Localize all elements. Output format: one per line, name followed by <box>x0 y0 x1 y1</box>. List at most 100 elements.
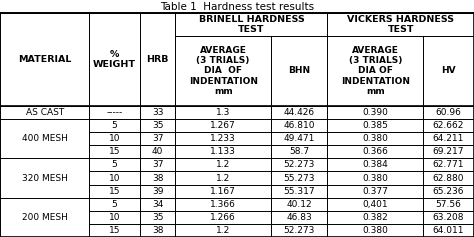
Text: HRB: HRB <box>146 55 169 64</box>
Bar <box>423 211 474 224</box>
Text: 0.366: 0.366 <box>362 147 388 156</box>
Text: 10: 10 <box>109 173 120 182</box>
Bar <box>175 119 271 132</box>
Bar <box>423 36 474 106</box>
Bar <box>423 145 474 158</box>
Text: 52.273: 52.273 <box>283 226 315 235</box>
Text: MATERIAL: MATERIAL <box>18 55 71 64</box>
Text: 34: 34 <box>152 200 163 209</box>
Bar <box>175 185 271 198</box>
Bar <box>89 132 140 145</box>
Bar <box>140 198 175 211</box>
Bar <box>175 172 271 185</box>
Bar <box>328 158 423 172</box>
Bar <box>271 132 328 145</box>
Text: 1.267: 1.267 <box>210 121 236 130</box>
Text: 44.426: 44.426 <box>283 108 315 117</box>
Bar <box>328 224 423 237</box>
Bar <box>175 13 328 36</box>
Bar <box>175 211 271 224</box>
Text: 0.390: 0.390 <box>362 108 388 117</box>
Text: AS CAST: AS CAST <box>26 108 64 117</box>
Text: 52.273: 52.273 <box>283 160 315 169</box>
Text: 1.2: 1.2 <box>216 226 230 235</box>
Text: 0.384: 0.384 <box>362 160 388 169</box>
Bar <box>89 185 140 198</box>
Text: 62.880: 62.880 <box>433 173 464 182</box>
Text: AVERAGE
(3 TRIALS)
DIA  OF
INDENTATION
mm: AVERAGE (3 TRIALS) DIA OF INDENTATION mm <box>189 46 258 96</box>
Bar <box>175 106 271 119</box>
Bar <box>0 198 89 237</box>
Bar <box>271 172 328 185</box>
Bar <box>328 13 474 36</box>
Bar <box>89 224 140 237</box>
Text: 5: 5 <box>111 160 118 169</box>
Bar <box>328 132 423 145</box>
Bar <box>175 158 271 172</box>
Text: 38: 38 <box>152 226 164 235</box>
Text: 0.382: 0.382 <box>362 213 388 222</box>
Text: 64.011: 64.011 <box>433 226 464 235</box>
Text: 35: 35 <box>152 213 164 222</box>
Text: 58.7: 58.7 <box>289 147 309 156</box>
Bar <box>89 158 140 172</box>
Bar <box>271 211 328 224</box>
Text: Table 1  Hardness test results: Table 1 Hardness test results <box>160 2 314 12</box>
Bar <box>0 106 89 119</box>
Bar <box>175 145 271 158</box>
Text: 46.810: 46.810 <box>283 121 315 130</box>
Text: 64.211: 64.211 <box>433 134 464 143</box>
Text: 0.380: 0.380 <box>362 134 388 143</box>
Text: 0.377: 0.377 <box>362 187 388 196</box>
Bar <box>140 106 175 119</box>
Text: BRINELL HARDNESS
TEST: BRINELL HARDNESS TEST <box>199 15 304 34</box>
Bar <box>271 106 328 119</box>
Text: 1.266: 1.266 <box>210 213 236 222</box>
Text: 35: 35 <box>152 121 164 130</box>
Text: 10: 10 <box>109 134 120 143</box>
Text: 1.3: 1.3 <box>216 108 230 117</box>
Bar <box>423 172 474 185</box>
Bar <box>271 145 328 158</box>
Text: 1.2: 1.2 <box>216 173 230 182</box>
Bar <box>328 106 423 119</box>
Bar <box>89 145 140 158</box>
Bar <box>423 132 474 145</box>
Bar <box>140 119 175 132</box>
Bar <box>423 224 474 237</box>
Bar <box>175 36 271 106</box>
Text: 40.12: 40.12 <box>286 200 312 209</box>
Bar <box>271 158 328 172</box>
Text: 400 MESH: 400 MESH <box>22 134 68 143</box>
Text: VICKERS HARDNESS
TEST: VICKERS HARDNESS TEST <box>347 15 454 34</box>
Bar <box>89 106 140 119</box>
Text: 5: 5 <box>111 121 118 130</box>
Text: 200 MESH: 200 MESH <box>22 213 68 222</box>
Bar <box>175 198 271 211</box>
Bar <box>89 172 140 185</box>
Bar <box>89 211 140 224</box>
Bar <box>175 224 271 237</box>
Text: 1.133: 1.133 <box>210 147 236 156</box>
Bar <box>423 119 474 132</box>
Text: 63.208: 63.208 <box>433 213 464 222</box>
Bar <box>423 198 474 211</box>
Text: 1.366: 1.366 <box>210 200 236 209</box>
Bar <box>328 145 423 158</box>
Text: 0.380: 0.380 <box>362 226 388 235</box>
Text: 10: 10 <box>109 213 120 222</box>
Bar <box>140 145 175 158</box>
Text: 49.471: 49.471 <box>283 134 315 143</box>
Text: 55.273: 55.273 <box>283 173 315 182</box>
Bar <box>423 185 474 198</box>
Text: 15: 15 <box>109 187 120 196</box>
Text: 0.385: 0.385 <box>362 121 388 130</box>
Bar <box>328 119 423 132</box>
Text: -----: ----- <box>106 108 123 117</box>
Text: 1.2: 1.2 <box>216 160 230 169</box>
Text: 60.96: 60.96 <box>436 108 461 117</box>
Bar <box>423 106 474 119</box>
Bar <box>89 119 140 132</box>
Text: 33: 33 <box>152 108 164 117</box>
Bar <box>271 198 328 211</box>
